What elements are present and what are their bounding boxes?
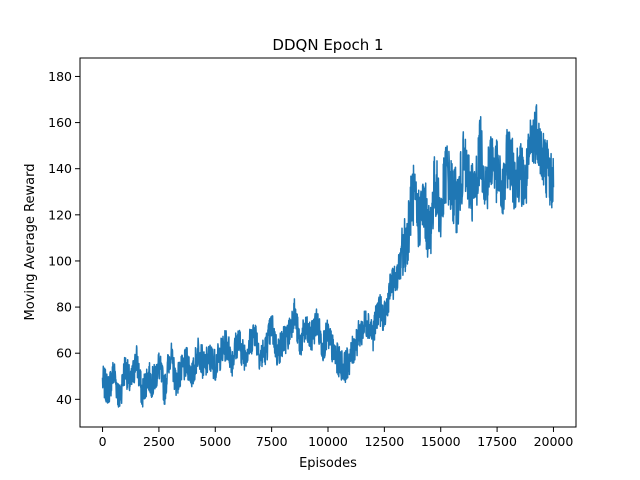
y-tick-label: 100 [48,253,72,268]
y-tick-label: 180 [48,69,72,84]
x-tick-label: 12500 [364,434,404,449]
y-tick-label: 160 [48,115,72,130]
x-tick-label: 5000 [199,434,231,449]
x-tick-label: 0 [99,434,107,449]
y-tick-label: 120 [48,207,72,222]
x-tick-label: 10000 [308,434,348,449]
x-tick-label: 20000 [534,434,574,449]
chart-title: DDQN Epoch 1 [272,36,383,54]
x-tick-label: 2500 [143,434,175,449]
y-tick-label: 60 [56,346,72,361]
plot-frame [79,57,577,428]
x-axis: 0 2500 5000 7500 10000 12500 15000 17500 20000 [99,427,574,449]
x-tick-label: 7500 [256,434,288,449]
series-line-0 [101,104,555,408]
y-tick-label: 80 [56,300,72,315]
x-axis-label: Episodes [299,456,357,471]
plot-area [101,104,555,408]
y-tick-label: 40 [56,392,72,407]
x-tick-label: 15000 [421,434,461,449]
y-axis: 40 60 80 100 120 140 160 180 [48,69,80,407]
y-tick-label: 140 [48,161,72,176]
x-tick-label: 17500 [477,434,517,449]
y-axis-label: Moving Average Reward [23,163,38,320]
